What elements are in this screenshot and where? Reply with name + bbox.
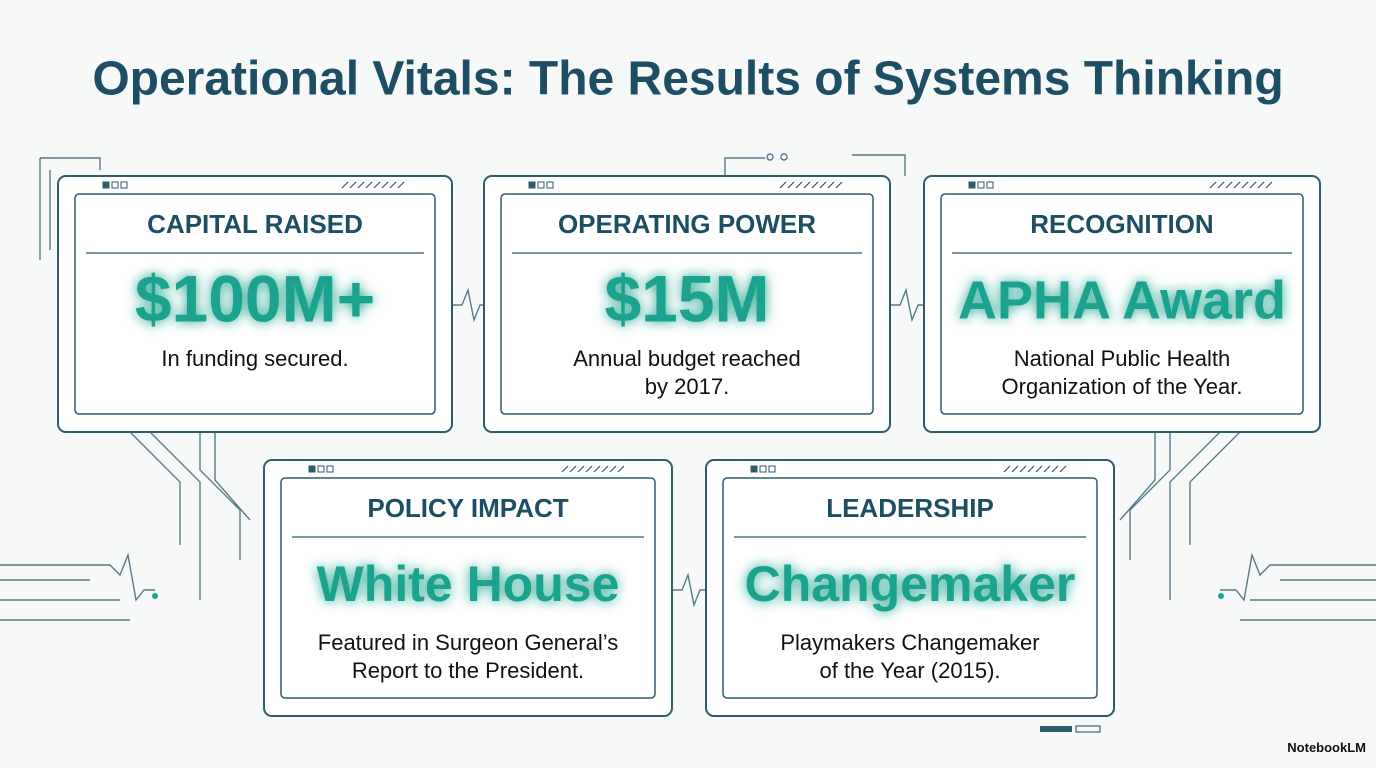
- hatch: [779, 181, 787, 189]
- card: CAPITAL RAISED $100M+ In funding secured.: [57, 175, 453, 433]
- status-dot: [537, 181, 545, 189]
- card: LEADERSHIP Changemaker Playmakers Changema…: [705, 459, 1115, 717]
- card-inner-frame: [500, 193, 874, 415]
- card-headline: APHA Award: [958, 270, 1286, 330]
- card: POLICY IMPACT White House Featured in Surg…: [263, 459, 673, 717]
- hatch: [1035, 465, 1043, 473]
- status-dot: [968, 181, 976, 189]
- card-description: Organization of the Year.: [1002, 374, 1243, 399]
- hatch: [373, 181, 381, 189]
- card: OPERATING POWER $15M Annual budget reached…: [483, 175, 891, 433]
- card: RECOGNITION APHA Award National Public Hea…: [923, 175, 1321, 433]
- hatch: [795, 181, 803, 189]
- status-dot: [546, 181, 554, 189]
- hatch: [1265, 181, 1273, 189]
- hatch: [381, 181, 389, 189]
- hatch: [1059, 465, 1067, 473]
- hatch: [827, 181, 835, 189]
- card-frame: [923, 175, 1321, 433]
- card-frame: [705, 459, 1115, 717]
- card-description: of the Year (2015).: [819, 658, 1000, 683]
- status-dot: [326, 465, 334, 473]
- hatch: [569, 465, 577, 473]
- hatch: [349, 181, 357, 189]
- status-dot: [102, 181, 110, 189]
- hatch: [1241, 181, 1249, 189]
- hatch: [1019, 465, 1027, 473]
- cards: CAPITAL RAISED $100M+ In funding secured. O…: [57, 175, 1321, 717]
- card-label: CAPITAL RAISED: [147, 209, 363, 239]
- hatch: [1051, 465, 1059, 473]
- status-dot: [317, 465, 325, 473]
- status-dot: [120, 181, 128, 189]
- card-headline: White House: [317, 556, 620, 612]
- status-dot: [750, 465, 758, 473]
- hatch: [1011, 465, 1019, 473]
- card-frame: [263, 459, 673, 717]
- card-inner-frame: [722, 477, 1098, 699]
- card-headline: $100M+: [135, 261, 375, 335]
- status-dot: [977, 181, 985, 189]
- card-inner-frame: [280, 477, 656, 699]
- hatch: [577, 465, 585, 473]
- hatch: [601, 465, 609, 473]
- card-description: Playmakers Changemaker: [780, 630, 1039, 655]
- hatch: [617, 465, 625, 473]
- hatch: [1225, 181, 1233, 189]
- hatch: [1257, 181, 1265, 189]
- status-dot: [111, 181, 119, 189]
- card-description: Annual budget reached: [573, 346, 801, 371]
- card-inner-frame: [940, 193, 1304, 415]
- card-frame: [483, 175, 891, 433]
- card-inner-frame: [74, 193, 436, 415]
- status-dot: [528, 181, 536, 189]
- card-label: RECOGNITION: [1030, 209, 1213, 239]
- hatch: [585, 465, 593, 473]
- hatch: [389, 181, 397, 189]
- circuit-decoration: [0, 153, 1376, 733]
- hatch: [365, 181, 373, 189]
- hatch: [1027, 465, 1035, 473]
- hatch: [1043, 465, 1051, 473]
- card-label: LEADERSHIP: [826, 493, 994, 523]
- title: Operational Vitals: The Results of Syste…: [92, 53, 1283, 106]
- card-description: by 2017.: [645, 374, 729, 399]
- card-description: In funding secured.: [161, 346, 348, 371]
- card-description: Report to the President.: [352, 658, 584, 683]
- hatch: [1209, 181, 1217, 189]
- card-description: National Public Health: [1014, 346, 1230, 371]
- hatch: [609, 465, 617, 473]
- hatch: [1003, 465, 1011, 473]
- card-headline: Changemaker: [745, 556, 1076, 612]
- card-frame: [57, 175, 453, 433]
- hatch: [811, 181, 819, 189]
- hatch: [1217, 181, 1225, 189]
- hatch: [1233, 181, 1241, 189]
- hatch: [819, 181, 827, 189]
- hatch: [787, 181, 795, 189]
- hatch: [341, 181, 349, 189]
- status-dot: [768, 465, 776, 473]
- card-description: Featured in Surgeon General’s: [318, 630, 618, 655]
- card-label: POLICY IMPACT: [367, 493, 568, 523]
- hatch: [835, 181, 843, 189]
- hatch: [1249, 181, 1257, 189]
- card-label: OPERATING POWER: [558, 209, 816, 239]
- hatch: [803, 181, 811, 189]
- hatch: [593, 465, 601, 473]
- hatch: [357, 181, 365, 189]
- status-dot: [759, 465, 767, 473]
- card-headline: $15M: [604, 261, 769, 335]
- status-dot: [986, 181, 994, 189]
- status-dot: [308, 465, 316, 473]
- hatch: [397, 181, 405, 189]
- hatch: [561, 465, 569, 473]
- watermark: NotebookLM: [1287, 740, 1366, 755]
